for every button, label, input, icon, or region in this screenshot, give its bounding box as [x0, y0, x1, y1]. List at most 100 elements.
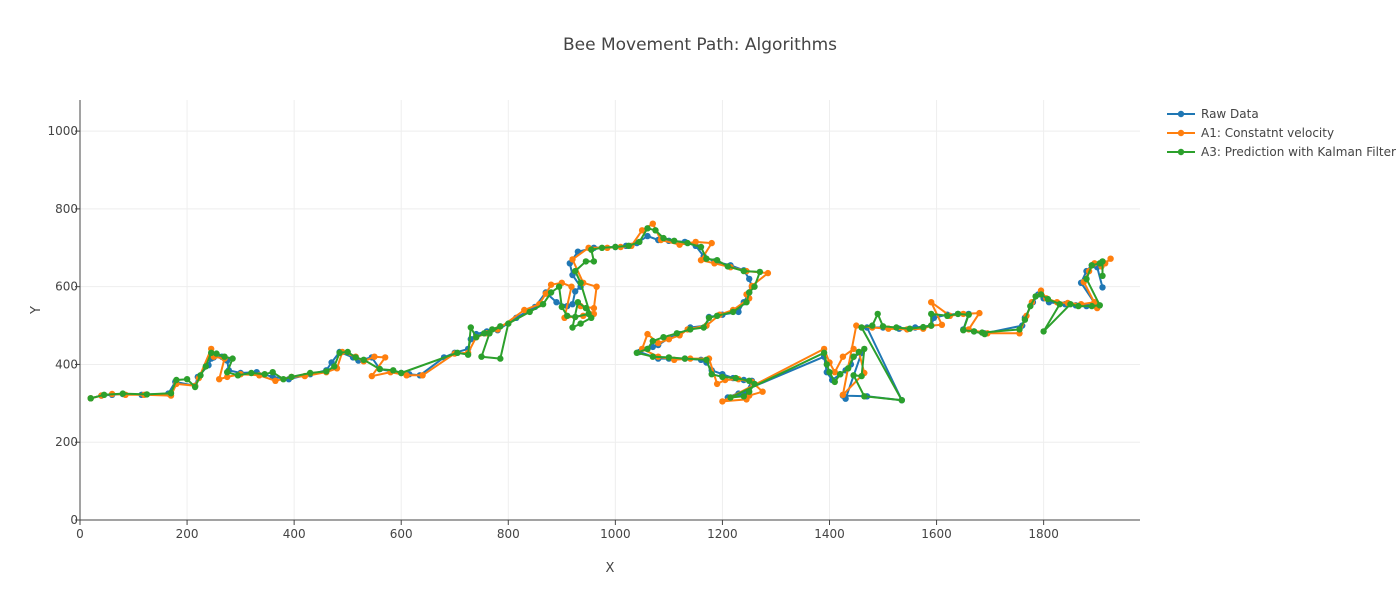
data-point	[687, 326, 694, 333]
data-point	[202, 363, 209, 370]
data-point	[705, 314, 713, 321]
data-point	[655, 339, 662, 347]
data-point	[743, 299, 750, 306]
x-tick-label: 1000	[600, 527, 631, 541]
data-point	[938, 321, 946, 328]
legend-item[interactable]: A3: Prediction with Kalman Filter	[1167, 145, 1396, 159]
x-tick-label: 800	[497, 527, 520, 541]
data-point	[344, 348, 351, 356]
data-point	[1032, 293, 1039, 300]
data-point	[213, 350, 220, 357]
data-point	[625, 242, 632, 249]
data-point	[858, 324, 865, 331]
data-point	[261, 371, 268, 378]
legend-label: Raw Data	[1201, 107, 1259, 121]
data-point	[898, 397, 905, 404]
data-point	[928, 310, 935, 318]
data-point	[665, 336, 673, 343]
data-point	[197, 372, 204, 379]
x-tick-label: 1600	[921, 527, 952, 541]
data-point	[1040, 328, 1047, 335]
series-3	[87, 225, 1106, 404]
data-point	[497, 355, 504, 362]
data-point	[481, 330, 488, 337]
data-point	[473, 334, 480, 341]
chart-title: Bee Movement Path: Algorithms	[563, 35, 837, 55]
x-tick-label: 1400	[814, 527, 845, 541]
data-point	[577, 320, 584, 327]
data-point	[764, 269, 772, 277]
data-point	[1037, 291, 1045, 298]
data-point	[719, 373, 726, 381]
y-tick-label: 800	[55, 202, 78, 216]
data-point	[756, 268, 764, 276]
data-point	[713, 312, 721, 319]
data-point	[574, 299, 582, 306]
legend[interactable]: Raw Data A1: Constatnt velocity A3: Predic…	[1167, 107, 1396, 159]
data-point	[467, 324, 474, 331]
data-point	[644, 232, 651, 240]
data-point	[660, 234, 667, 242]
data-point	[100, 391, 108, 398]
data-point	[879, 323, 887, 330]
data-point	[224, 373, 231, 381]
data-point	[173, 376, 180, 384]
data-point	[590, 258, 598, 265]
data-point	[751, 380, 758, 388]
data-point	[1027, 302, 1034, 310]
data-point	[636, 238, 643, 246]
x-tick-label: 0	[76, 527, 84, 541]
data-point	[505, 320, 512, 327]
data-point	[280, 376, 287, 383]
data-point	[703, 356, 710, 363]
data-point	[676, 241, 683, 248]
data-point	[861, 345, 868, 353]
data-point	[845, 365, 852, 372]
data-point	[837, 371, 844, 378]
legend-item[interactable]: A1: Constatnt velocity	[1167, 126, 1334, 140]
data-point	[1044, 295, 1052, 303]
data-point	[371, 353, 378, 360]
data-point	[644, 345, 651, 353]
data-point	[553, 299, 560, 306]
data-point	[572, 267, 579, 275]
data-point	[893, 324, 900, 331]
legend-label: A3: Prediction with Kalman Filter	[1201, 145, 1396, 159]
data-point	[724, 263, 731, 270]
data-point	[588, 314, 595, 321]
data-point	[1021, 316, 1029, 323]
data-point	[390, 367, 397, 374]
data-point	[208, 349, 215, 356]
data-point	[719, 398, 726, 405]
data-point	[398, 369, 405, 377]
legend-label: A1: Constatnt velocity	[1201, 126, 1334, 140]
y-axis-title: Y	[29, 306, 44, 315]
data-point	[649, 220, 656, 227]
data-point	[644, 225, 651, 232]
data-point	[612, 243, 619, 251]
data-point	[965, 311, 972, 318]
data-point	[713, 257, 721, 264]
data-point	[740, 393, 747, 400]
data-point	[1099, 284, 1106, 291]
data-point	[555, 283, 563, 290]
legend-item[interactable]: Raw Data	[1167, 107, 1259, 121]
data-point	[944, 312, 951, 319]
data-point	[577, 279, 584, 286]
data-point	[582, 304, 590, 312]
data-point	[644, 330, 651, 338]
data-point	[323, 368, 330, 375]
data-point	[708, 371, 715, 378]
data-point	[248, 369, 255, 377]
data-point	[697, 243, 705, 251]
data-point	[970, 328, 978, 335]
data-point	[1107, 255, 1114, 262]
data-point	[183, 376, 191, 383]
data-point	[855, 348, 863, 356]
data-point	[732, 374, 739, 382]
data-point	[920, 323, 927, 331]
data-point	[703, 255, 710, 262]
data-point	[700, 324, 707, 331]
data-point	[638, 227, 646, 234]
data-point	[486, 330, 493, 337]
